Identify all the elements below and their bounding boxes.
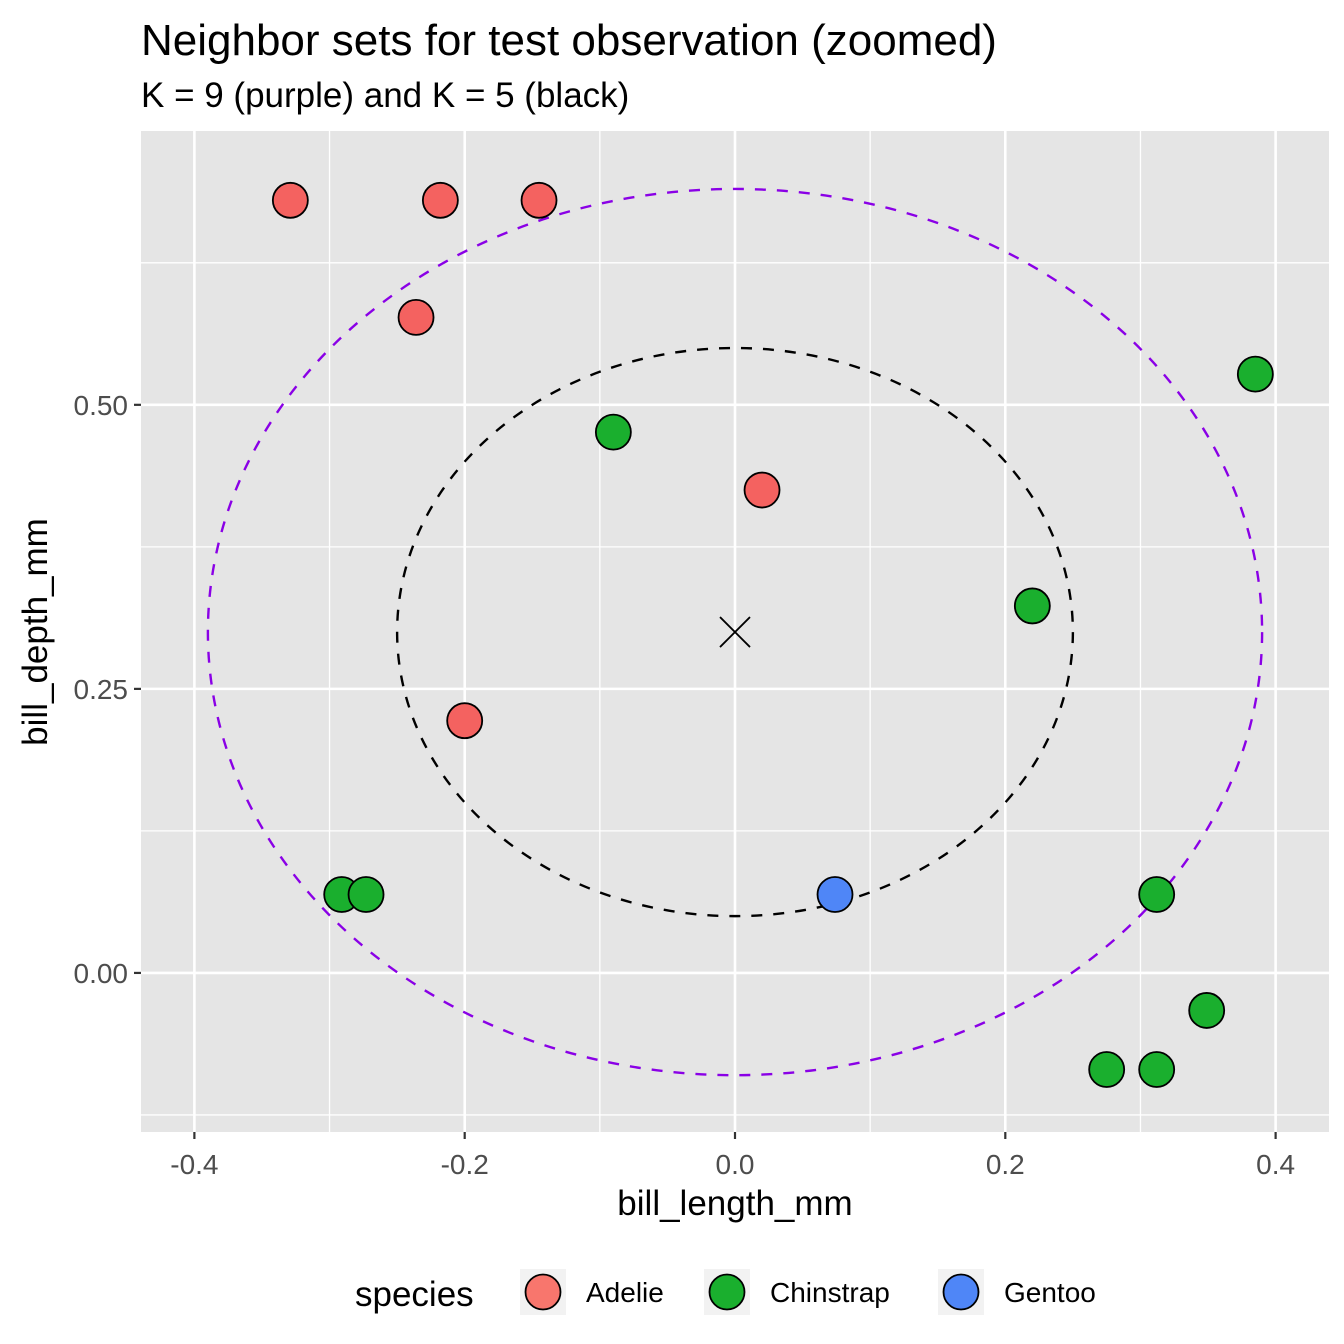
point-adelie	[421, 181, 459, 219]
data-points	[271, 181, 1274, 1088]
chart-subtitle: K = 9 (purple) and K = 5 (black)	[141, 76, 629, 115]
k5-neighbor-circle	[395, 346, 1075, 918]
point-adelie	[446, 702, 484, 740]
x-tick-label: 0.0	[716, 1149, 755, 1180]
x-tick-label: -0.4	[170, 1149, 218, 1180]
x-tick-label: 0.4	[1256, 1149, 1295, 1180]
legend-label-adelie: Adelie	[586, 1277, 664, 1308]
x-axis: -0.4 -0.2 0.0 0.2 0.4	[170, 1132, 1295, 1180]
legend-title: species	[355, 1275, 474, 1314]
legend-key-chinstrap	[708, 1273, 746, 1311]
legend-label-gentoo: Gentoo	[1004, 1277, 1096, 1308]
point-adelie	[743, 471, 781, 509]
point-gentoo	[816, 876, 854, 913]
test-observation-marker	[719, 616, 751, 648]
point-chinstrap	[1088, 1051, 1126, 1088]
point-chinstrap	[347, 876, 385, 913]
point-adelie	[397, 298, 435, 336]
point-adelie	[520, 181, 558, 219]
legend-key-adelie	[524, 1273, 562, 1311]
test-marker-stroke	[719, 616, 751, 648]
y-axis: 0.00 0.25 0.50	[74, 390, 141, 989]
point-chinstrap	[1188, 992, 1226, 1029]
x-tick-label: -0.2	[441, 1149, 489, 1180]
k9-neighbor-circle	[206, 187, 1264, 1077]
y-tick-label: 0.50	[74, 390, 129, 421]
point-chinstrap	[1138, 1051, 1176, 1088]
point-adelie	[271, 181, 309, 219]
legend: species Adelie Chinstrap Gentoo	[355, 1269, 1096, 1315]
point-chinstrap	[1138, 876, 1176, 913]
x-axis-title: bill_length_mm	[617, 1184, 852, 1223]
y-tick-label: 0.25	[74, 674, 129, 705]
chart-title: Neighbor sets for test observation (zoom…	[141, 16, 997, 65]
legend-key-gentoo	[942, 1273, 980, 1311]
point-chinstrap	[594, 413, 632, 451]
legend-label-chinstrap: Chinstrap	[770, 1277, 890, 1308]
y-axis-title: bill_depth_mm	[16, 518, 55, 746]
y-tick-label: 0.00	[74, 958, 129, 989]
x-tick-label: 0.2	[986, 1149, 1025, 1180]
point-chinstrap	[1013, 587, 1051, 625]
neighbor-circles	[206, 187, 1264, 1077]
point-chinstrap	[1236, 355, 1274, 393]
